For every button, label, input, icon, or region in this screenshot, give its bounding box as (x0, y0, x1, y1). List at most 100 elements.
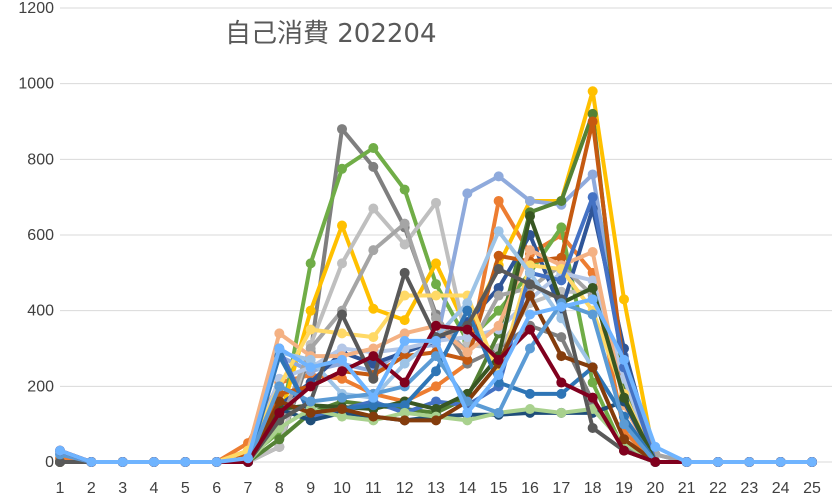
data-point (462, 407, 473, 418)
data-point (525, 290, 535, 301)
data-point (556, 275, 567, 286)
data-point (493, 369, 504, 380)
data-point (744, 457, 755, 467)
y-tick-label: 1200 (18, 0, 54, 17)
data-point (399, 400, 410, 411)
data-point (587, 282, 598, 293)
data-point (493, 264, 504, 275)
x-tick-label: 5 (181, 480, 190, 496)
data-point (243, 453, 253, 464)
data-point (274, 343, 285, 354)
data-point (337, 343, 347, 354)
data-point (274, 396, 285, 407)
data-point (525, 324, 535, 335)
data-point (525, 388, 535, 399)
data-point (462, 298, 473, 309)
data-point (431, 320, 441, 331)
data-point (274, 328, 285, 339)
data-point (619, 294, 629, 305)
data-point (55, 445, 65, 456)
y-axis-tick-labels: 0 200 400 600 800 1000 1200 (18, 0, 54, 471)
y-tick-label: 800 (27, 151, 54, 168)
x-tick-label: 13 (427, 480, 445, 496)
data-point (462, 354, 473, 365)
data-point (525, 245, 535, 256)
data-point (431, 197, 441, 208)
data-point (431, 258, 441, 269)
data-point (587, 116, 598, 127)
data-point (274, 407, 285, 418)
data-point (399, 218, 410, 229)
data-point (525, 195, 535, 206)
data-point (399, 407, 410, 418)
data-point (368, 142, 379, 153)
x-tick-label: 20 (646, 480, 664, 496)
data-point (274, 441, 285, 452)
data-point (431, 335, 441, 346)
x-tick-label: 23 (740, 480, 758, 496)
data-point (525, 404, 535, 415)
data-point (493, 407, 504, 418)
x-tick-label: 8 (275, 480, 284, 496)
y-tick-label: 0 (45, 454, 54, 471)
data-point (525, 211, 535, 222)
data-point (305, 258, 316, 269)
x-tick-label: 7 (244, 480, 253, 496)
data-point (117, 457, 128, 467)
data-point (493, 320, 504, 331)
data-point (368, 392, 379, 403)
data-point (493, 354, 504, 365)
data-point (337, 328, 347, 339)
data-point (305, 354, 316, 365)
data-point (556, 377, 567, 388)
data-point (650, 457, 661, 467)
data-point (399, 267, 410, 278)
data-point (55, 457, 65, 467)
data-point (337, 163, 347, 174)
data-point (556, 301, 567, 312)
series-1 (55, 195, 817, 467)
data-point (305, 381, 316, 392)
data-point (807, 457, 817, 467)
data-point (525, 267, 535, 278)
data-point (399, 335, 410, 346)
data-point (368, 351, 379, 362)
data-point (681, 457, 692, 467)
data-point (525, 343, 535, 354)
data-point (431, 290, 441, 301)
data-point (305, 324, 316, 335)
data-point (431, 404, 441, 415)
data-point (713, 457, 723, 467)
data-point (619, 445, 629, 456)
data-point (337, 220, 347, 231)
x-axis-tick-labels: 1 2 3 4 5 6 7 8 9 10 11 12 13 14 15 16 17 18 19 20 21 22 23 24 2… (56, 480, 821, 496)
data-point (493, 305, 504, 316)
x-tick-label: 10 (333, 480, 351, 496)
x-tick-label: 11 (365, 480, 382, 496)
data-point (775, 457, 786, 467)
data-point (337, 309, 347, 320)
data-point (493, 171, 504, 182)
data-point (431, 313, 441, 324)
x-tick-label: 1 (56, 480, 65, 496)
data-point (525, 309, 535, 320)
gridlines (60, 7, 832, 463)
data-point (619, 354, 629, 365)
data-point (337, 373, 347, 384)
data-point (368, 411, 379, 422)
data-point (368, 303, 379, 314)
data-point (368, 161, 379, 172)
x-tick-label: 15 (490, 480, 508, 496)
data-point (149, 457, 159, 467)
x-tick-label: 2 (87, 480, 96, 496)
data-point (180, 457, 191, 467)
data-point (462, 188, 473, 199)
data-point (556, 252, 567, 263)
data-point (587, 275, 598, 286)
data-point (556, 351, 567, 362)
data-point (525, 279, 535, 290)
data-point (368, 400, 379, 411)
data-point (556, 195, 567, 206)
data-point (305, 415, 316, 426)
